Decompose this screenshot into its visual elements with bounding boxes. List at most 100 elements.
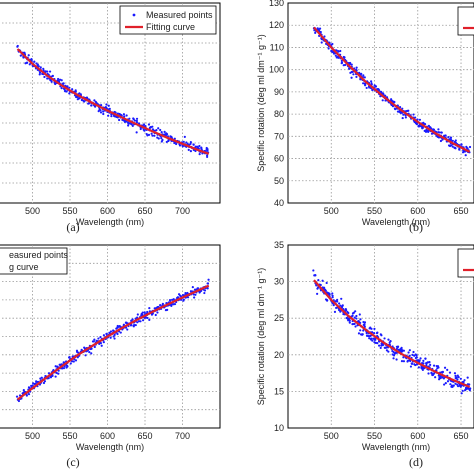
measured-point — [71, 88, 74, 91]
measured-point — [379, 333, 382, 336]
measured-point — [148, 307, 151, 310]
measured-point — [39, 66, 42, 69]
measured-point — [392, 350, 395, 354]
measured-point — [100, 104, 103, 107]
y-axis-label: Specific rotation (deg ml dm⁻¹ g⁻¹) — [256, 268, 266, 406]
measured-point — [55, 371, 58, 374]
measured-point — [318, 27, 322, 30]
measured-point — [363, 323, 366, 326]
measured-point — [191, 286, 194, 289]
measured-point — [446, 368, 449, 372]
measured-point — [331, 294, 334, 297]
measured-point — [139, 127, 142, 131]
y-tick-label: 10 — [274, 423, 284, 433]
measured-point — [437, 366, 440, 369]
measured-point — [66, 365, 69, 368]
measured-point — [314, 31, 317, 34]
measured-point — [72, 360, 75, 363]
measured-point — [363, 321, 367, 324]
measured-point — [459, 377, 462, 380]
measured-point — [358, 313, 361, 316]
y-tick-label: 130 — [269, 0, 284, 8]
measured-point — [46, 70, 49, 73]
measured-point — [347, 311, 350, 315]
measured-point — [182, 140, 185, 143]
measured-point — [189, 140, 192, 144]
measured-point — [135, 131, 138, 134]
measured-point — [344, 63, 347, 67]
measured-point — [57, 372, 60, 375]
measured-point — [370, 327, 373, 330]
measured-point — [456, 378, 459, 381]
fitting-curve — [16, 284, 210, 401]
measured-point — [463, 150, 466, 153]
measured-point — [424, 357, 427, 360]
measured-point — [136, 313, 139, 316]
measured-point — [426, 361, 429, 364]
measured-point — [143, 129, 146, 132]
measured-point — [439, 377, 442, 380]
measured-point — [314, 274, 317, 277]
measured-point — [439, 139, 443, 143]
measured-point — [466, 147, 469, 150]
measured-point — [198, 153, 201, 156]
measured-point — [56, 77, 60, 81]
measured-point — [415, 354, 418, 357]
measured-point — [167, 139, 170, 143]
measured-point — [22, 56, 25, 59]
measured-point — [189, 142, 192, 145]
measured-point — [421, 127, 424, 130]
measured-point — [402, 113, 405, 116]
measured-point — [409, 359, 412, 363]
measured-point — [367, 334, 370, 338]
measured-point — [46, 77, 49, 80]
measured-point — [143, 311, 146, 314]
measured-point — [457, 376, 460, 379]
measured-point — [33, 60, 36, 63]
measured-point — [447, 135, 450, 139]
measured-point — [422, 121, 425, 124]
measured-point — [359, 318, 362, 321]
plot-content — [15, 278, 210, 403]
measured-point — [395, 358, 398, 361]
measured-point — [105, 332, 108, 335]
measured-point — [109, 336, 112, 339]
measured-point — [407, 109, 410, 112]
measured-point — [400, 359, 404, 363]
measured-point — [357, 332, 361, 335]
measured-point — [66, 85, 69, 88]
measured-point — [207, 278, 210, 281]
measured-point — [352, 311, 355, 314]
measured-point — [108, 107, 111, 110]
measured-point — [192, 143, 195, 146]
y-tick-label: 50 — [274, 176, 284, 186]
measured-point — [331, 292, 334, 295]
y-tick-label: 110 — [270, 42, 284, 52]
measured-point — [374, 85, 377, 88]
measured-point — [336, 298, 339, 301]
measured-point — [385, 349, 389, 352]
measured-point — [74, 359, 78, 362]
measured-point — [19, 54, 22, 57]
measured-point — [25, 394, 28, 397]
measured-point — [428, 361, 431, 364]
plot-area — [0, 2, 221, 204]
measured-point — [79, 93, 82, 96]
measured-point — [196, 287, 200, 290]
measured-point — [387, 338, 390, 341]
panel-a: 500 550 600 650 700 Wavelength (nm) Measured p… — [0, 2, 221, 234]
measured-point — [75, 349, 79, 352]
measured-point — [355, 68, 358, 71]
legend-label: g curve — [9, 262, 39, 272]
measured-point — [345, 309, 348, 312]
y-tick-label: 15 — [274, 386, 284, 396]
measured-point — [107, 114, 110, 117]
measured-point — [340, 62, 343, 65]
measured-point — [393, 100, 396, 104]
measured-point — [62, 82, 65, 85]
measured-point — [466, 376, 469, 379]
measured-point — [107, 104, 110, 107]
measured-point — [206, 147, 209, 151]
measured-point — [40, 376, 43, 379]
measured-point — [362, 82, 365, 85]
